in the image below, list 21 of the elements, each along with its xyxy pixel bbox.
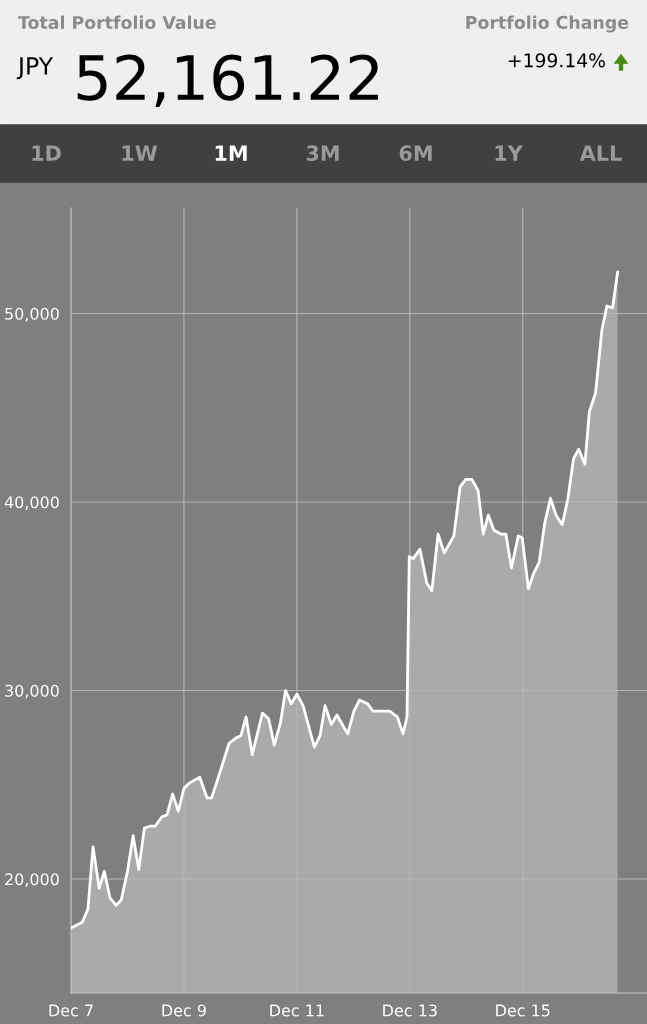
text: 52,161.22 — [77, 54, 378, 107]
x-tick-label: Dec 15 — [496, 1004, 550, 1017]
y-tick-label: 50,000 — [5, 307, 59, 322]
x-tick-label: Dec 9 — [162, 1004, 206, 1017]
y-tick-label: 20,000 — [5, 873, 59, 887]
text: 1M — [215, 145, 247, 161]
x-tick-label: Dec 7 — [49, 1004, 93, 1017]
text: 1D — [32, 145, 61, 161]
text: 1Y — [495, 145, 523, 161]
text: 6M — [399, 145, 432, 162]
x-tick-label: Dec 11 — [270, 1004, 324, 1017]
text: 1W — [122, 145, 158, 161]
text: JPY — [16, 57, 54, 80]
text: 3M — [306, 145, 339, 162]
text: +199.14% — [508, 53, 605, 68]
y-tick-label: 40,000 — [4, 496, 59, 510]
chart-title: Total Portfolio Value — [18, 15, 216, 30]
y-tick-label: 30,000 — [5, 684, 59, 699]
x-tick-label: Dec 13 — [383, 1004, 437, 1017]
text: ALL — [579, 145, 622, 161]
text: Portfolio Change — [466, 15, 629, 33]
